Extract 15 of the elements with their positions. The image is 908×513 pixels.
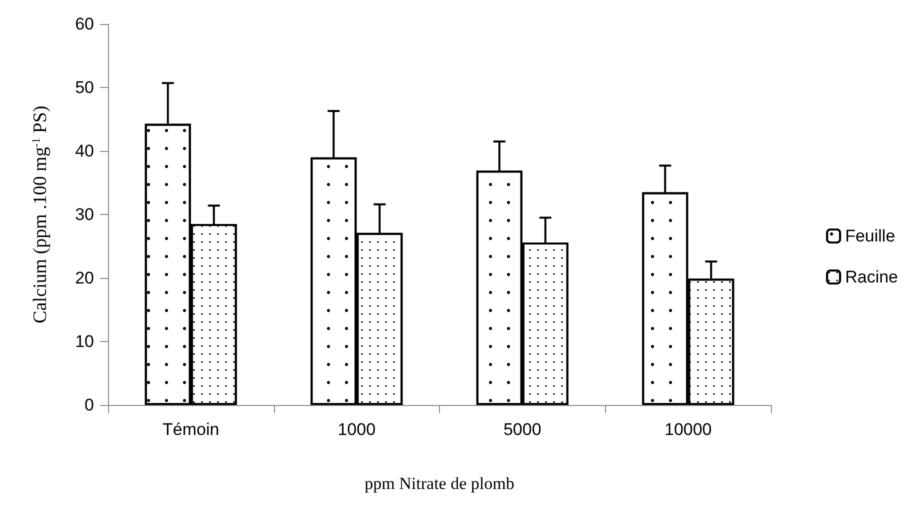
x-tick-label: 1000	[338, 420, 376, 439]
x-tick-label: Témoin	[162, 420, 220, 439]
y-tick-label: 40	[75, 142, 94, 160]
legend-label: Feuille	[845, 226, 896, 246]
y-tick-label: 10	[75, 332, 94, 351]
x-tick-label: 5000	[503, 420, 542, 439]
y-axis-title: Calcium (ppm .100 mg-1 PS)	[30, 106, 51, 324]
x-axis-title: ppm Nitrate de plomb	[364, 474, 514, 493]
y-tick-label: 20	[75, 268, 94, 288]
y-tick-label: 0	[84, 396, 94, 414]
y-tick-label: 60	[75, 14, 94, 34]
x-tick-label: 10000	[664, 420, 712, 439]
y-tick-label: 50	[75, 78, 94, 97]
legend-label: Racine	[845, 268, 898, 286]
y-tick-label: 30	[75, 205, 94, 224]
